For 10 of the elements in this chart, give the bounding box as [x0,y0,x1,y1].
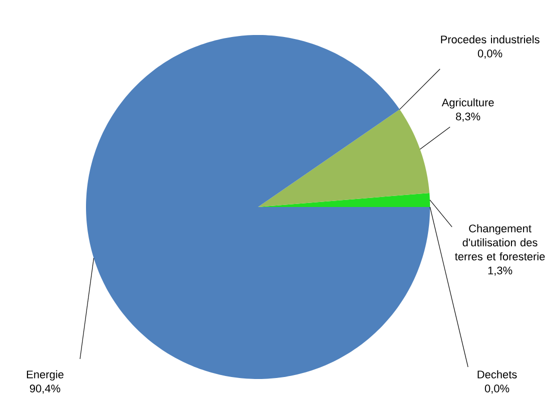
category-label: Procedes industriels [441,35,540,44]
slice-label: Energie [26,370,64,381]
text: 0,0% [484,384,510,394]
data-label: 8,3% [456,112,480,122]
data-label: 1,3% [488,266,512,276]
slice-label: Changement d'utilisation des terres et foresterie [454,224,545,260]
text: 0,0% [478,50,502,59]
slice-label: Agriculture [442,98,494,109]
category-label: Dechets [478,370,517,378]
data-label: 90,4% [30,384,60,394]
